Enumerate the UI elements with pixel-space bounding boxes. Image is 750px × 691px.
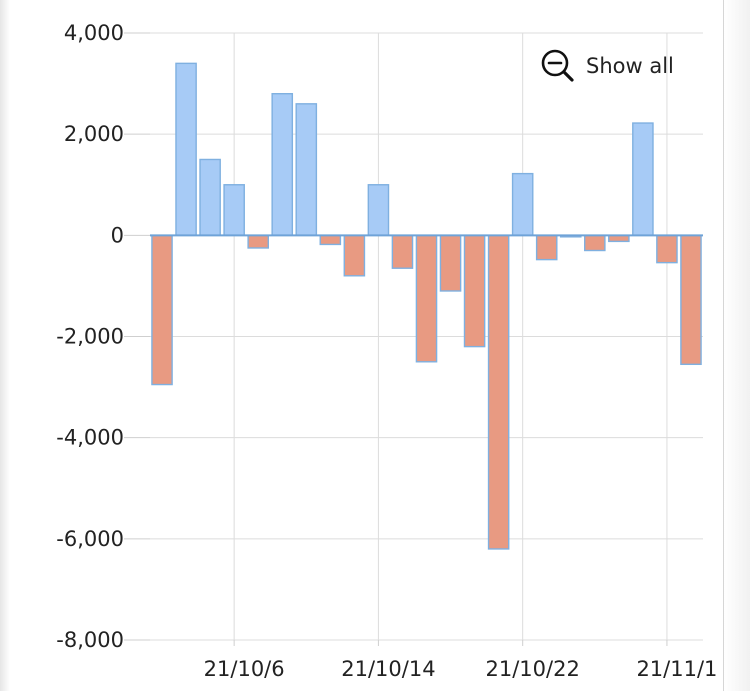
x-tick-label: 21/10/22 [486,657,580,681]
bar-negative [391,234,414,269]
y-tick-label: -6,000 [56,527,124,551]
y-tick-label: -2,000 [56,325,124,349]
bar-negative [319,234,342,246]
bar-negative [680,234,702,366]
bar-positive [632,122,654,237]
bar-positive [175,62,197,237]
y-tick-label: -8,000 [56,628,124,652]
bar-negative [343,234,366,277]
bar-negative [463,234,486,348]
y-axis-ticks: 4,000 2,000 0 -2,000 -4,000 -6,000 -8,000 [56,21,150,652]
bar-negative [656,234,678,264]
left-panel-edge [0,0,10,691]
bar-negative [584,234,606,252]
bar-negative [151,234,173,386]
bar-negative [535,234,558,261]
show-all-button[interactable]: Show all [540,48,674,84]
bar-negative [487,234,510,550]
bar-negative [439,234,462,292]
bar-negative [415,234,438,363]
bar-positive [199,158,221,237]
bar-positive [223,184,245,237]
bar-positive [367,184,390,237]
x-tick-label: 21/10/6 [204,657,285,681]
bar-negative [247,234,269,249]
bar-positive [271,92,294,237]
y-tick-label: 4,000 [64,21,124,45]
right-panel-edge [723,0,750,691]
grid [150,32,703,646]
y-tick-label: 2,000 [64,122,124,146]
x-tick-label: 21/10/14 [341,657,435,681]
bar-positive [295,103,318,237]
x-tick-label: 21/11/1 [636,657,717,681]
y-tick-label: -4,000 [56,426,124,450]
bar-positive [511,172,534,237]
zoom-out-icon [541,49,574,82]
show-all-label: Show all [586,54,674,78]
bars [151,62,702,550]
x-axis-ticks: 21/10/6 21/10/14 21/10/22 21/11/1 [204,657,718,681]
y-tick-label: 0 [111,223,124,247]
